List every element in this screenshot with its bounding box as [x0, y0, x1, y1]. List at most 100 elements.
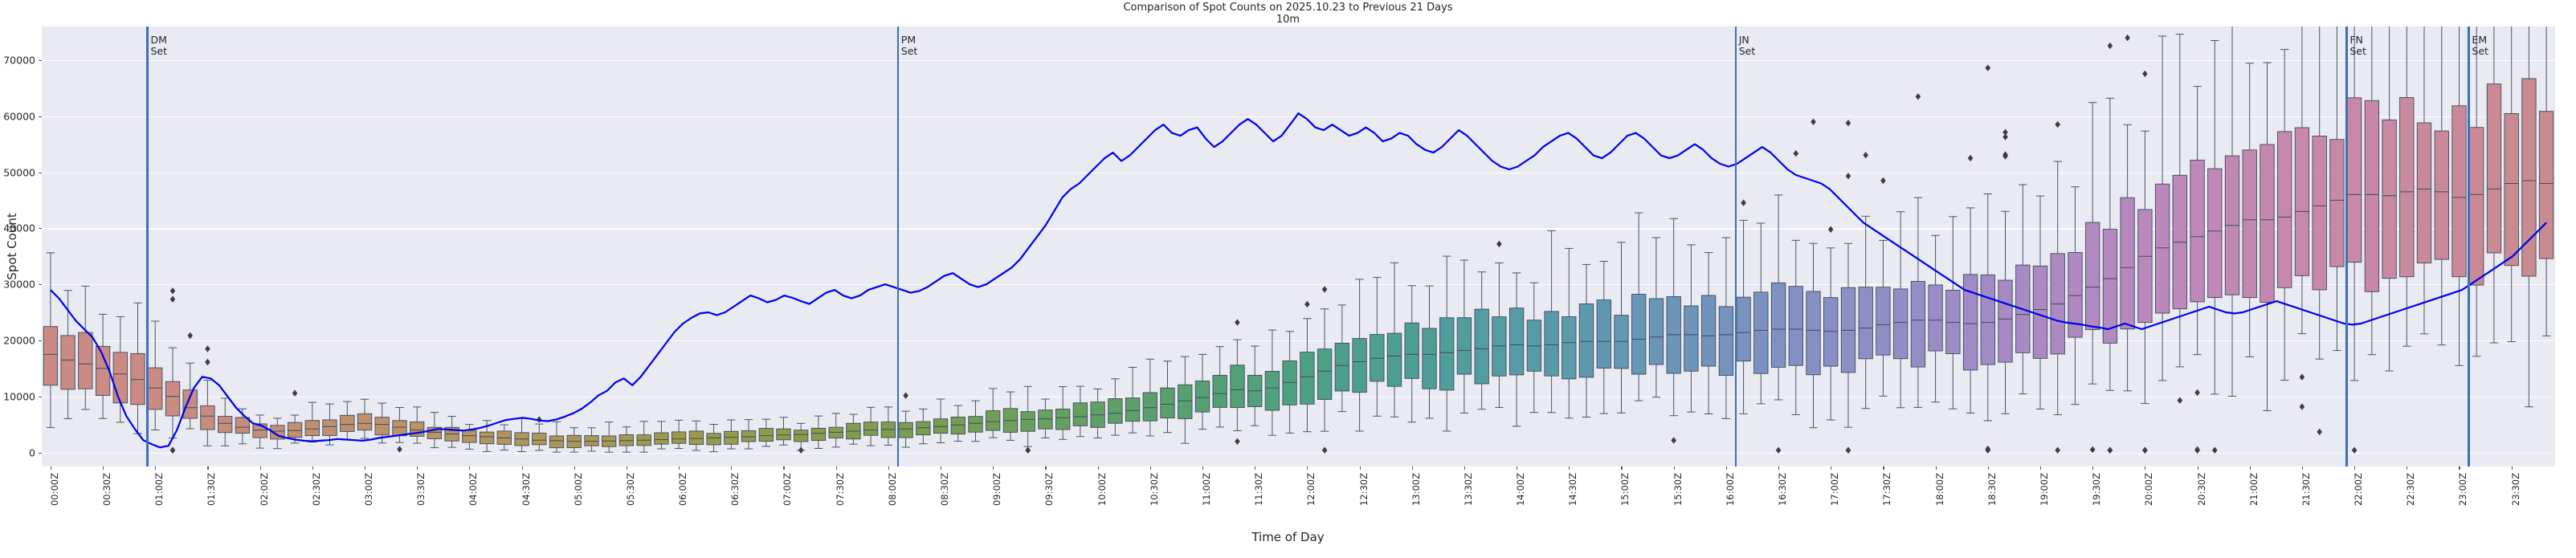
event-label-line1: JN — [1738, 34, 1749, 46]
x-tick-mark — [2354, 466, 2356, 470]
outlier-markers — [169, 34, 2358, 454]
x-tick-label: 18:30Z — [1986, 473, 1998, 507]
x-tick-label: 19:30Z — [2091, 473, 2103, 507]
y-tick-mark — [39, 452, 42, 454]
x-tick-label: 11:30Z — [1253, 473, 1265, 507]
x-tick-label: 05:00Z — [572, 473, 584, 507]
event-line-dm — [146, 26, 149, 466]
x-tick-mark — [2459, 466, 2460, 470]
x-tick-mark — [259, 466, 261, 470]
x-tick-mark — [1621, 466, 1623, 470]
y-tick-label: 60000 — [3, 110, 35, 123]
x-tick-label: 09:00Z — [991, 473, 1003, 507]
x-tick-label: 07:30Z — [834, 473, 846, 507]
x-tick-mark — [2092, 466, 2094, 470]
x-tick-mark — [574, 466, 575, 470]
y-tick-label: 70000 — [3, 54, 35, 67]
x-tick-mark — [1935, 466, 1937, 470]
x-tick-mark — [1149, 466, 1151, 470]
x-tick-label: 08:00Z — [886, 473, 898, 507]
x-tick-mark — [993, 466, 994, 470]
x-tick-label: 12:00Z — [1305, 473, 1317, 507]
x-tick-mark — [1307, 466, 1308, 470]
x-tick-label: 14:00Z — [1515, 473, 1527, 507]
x-tick-mark — [207, 466, 209, 470]
x-tick-mark — [2301, 466, 2304, 470]
event-label-em: EM Set — [2472, 35, 2488, 57]
x-tick-mark — [1987, 466, 1989, 470]
x-tick-mark — [1359, 466, 1361, 470]
x-tick-label: 18:00Z — [1933, 473, 1945, 507]
x-tick-label: 20:00Z — [2143, 473, 2155, 507]
x-tick-mark — [1411, 466, 1413, 470]
plot-area: DM Set PM Set JN Set FN Set EM Set — [42, 26, 2555, 466]
y-tick-label: 50000 — [3, 166, 35, 178]
x-tick-label: 00:30Z — [101, 473, 113, 507]
x-tick-label: 15:00Z — [1619, 473, 1631, 507]
x-tick-label: 01:30Z — [206, 473, 218, 507]
y-tick-mark — [39, 228, 42, 230]
x-tick-label: 17:00Z — [1829, 473, 1841, 507]
boxplot-series — [43, 26, 2554, 453]
x-tick-label: 10:30Z — [1148, 473, 1160, 507]
x-tick-label: 10:00Z — [1096, 473, 1108, 507]
x-tick-mark — [1778, 466, 1780, 470]
x-tick-mark — [1202, 466, 1204, 470]
x-tick-label: 02:00Z — [258, 473, 270, 507]
x-tick-mark — [1097, 466, 1099, 470]
x-tick-label: 04:30Z — [520, 473, 532, 507]
event-line-fn — [2345, 26, 2348, 466]
x-tick-label: 14:30Z — [1567, 473, 1579, 507]
y-tick-mark — [39, 59, 42, 62]
x-tick-mark — [417, 466, 418, 470]
x-tick-label: 03:30Z — [415, 473, 427, 507]
x-tick-label: 23:00Z — [2457, 473, 2469, 507]
x-tick-mark — [469, 466, 471, 470]
x-tick-label: 06:30Z — [729, 473, 741, 507]
chart-subtitle: 10m — [1276, 14, 1300, 26]
x-tick-label: 03:00Z — [362, 473, 374, 507]
event-label-pm: PM Set — [901, 35, 918, 57]
x-tick-mark — [521, 466, 523, 470]
x-axis-label: Time of Day — [1251, 530, 1325, 544]
x-tick-mark — [1883, 466, 1884, 470]
gridline — [42, 452, 2555, 454]
event-label-line1: DM — [150, 34, 167, 46]
x-tick-mark — [679, 466, 680, 470]
x-tick-mark — [155, 466, 157, 470]
x-tick-label: 13:00Z — [1410, 473, 1422, 507]
gridline — [42, 228, 2555, 230]
x-tick-label: 06:00Z — [677, 473, 689, 507]
x-tick-label: 11:00Z — [1200, 473, 1212, 507]
event-label-dm: DM Set — [150, 35, 167, 57]
x-tick-label: 09:30Z — [1043, 473, 1055, 507]
x-tick-mark — [731, 466, 733, 470]
x-tick-label: 08:30Z — [939, 473, 951, 507]
x-tick-label: 00:00Z — [48, 473, 60, 507]
y-tick-label: 0 — [29, 446, 35, 459]
event-line-pm — [896, 26, 899, 466]
event-label-line2: Set — [1738, 45, 1756, 57]
x-tick-label: 13:30Z — [1462, 473, 1474, 507]
gridline — [42, 340, 2555, 342]
y-tick-mark — [39, 340, 42, 342]
x-tick-mark — [783, 466, 785, 470]
x-tick-label: 05:30Z — [624, 473, 636, 507]
x-tick-mark — [103, 466, 104, 470]
y-tick-label: 30000 — [3, 278, 35, 291]
x-tick-label: 22:00Z — [2353, 473, 2365, 507]
x-tick-label: 22:30Z — [2405, 473, 2417, 507]
x-tick-mark — [1569, 466, 1570, 470]
x-tick-mark — [2511, 466, 2513, 470]
event-label-line2: Set — [900, 45, 918, 57]
x-tick-label: 12:30Z — [1357, 473, 1370, 507]
x-tick-label: 21:00Z — [2247, 473, 2260, 507]
x-tick-label: 20:30Z — [2195, 473, 2207, 507]
x-tick-mark — [888, 466, 889, 470]
event-line-em — [2468, 26, 2470, 466]
event-label-fn: FN Set — [2349, 35, 2366, 57]
event-label-line1: EM — [2472, 34, 2488, 46]
x-tick-label: 23:30Z — [2509, 473, 2521, 507]
gridline — [42, 284, 2555, 286]
